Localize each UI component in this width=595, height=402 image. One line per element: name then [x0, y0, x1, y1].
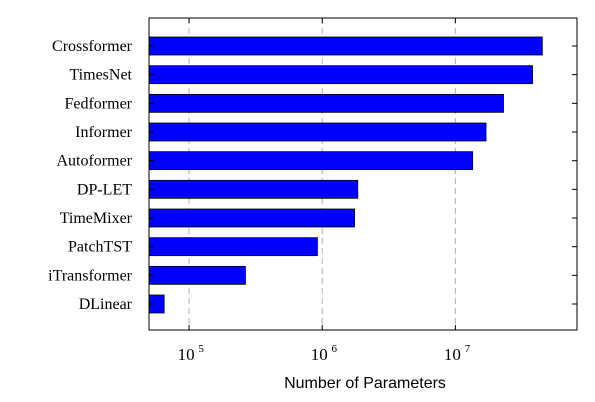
x-axis-title: Number of Parameters	[284, 375, 446, 392]
category-label: iTransformer	[48, 267, 133, 284]
category-label: Autoformer	[56, 153, 132, 170]
bars-group	[148, 36, 543, 314]
bar	[148, 265, 246, 285]
category-label: Fedformer	[64, 95, 132, 112]
bar	[148, 65, 533, 85]
bar	[148, 93, 504, 113]
plot-frame	[148, 17, 578, 331]
x-tick-label: 10	[444, 345, 461, 364]
bar	[148, 36, 543, 56]
y-ticks-group	[149, 45, 577, 305]
category-label: TimesNet	[69, 67, 132, 84]
category-label: PatchTST	[68, 239, 132, 256]
bar	[148, 179, 359, 199]
bar	[148, 237, 318, 257]
x-tick-label: 10	[311, 345, 328, 364]
category-label: Informer	[75, 124, 133, 141]
category-label: TimeMixer	[60, 210, 133, 227]
category-labels-group: Crossformer TimesNet Fedformer Informer Auto…	[48, 38, 133, 313]
x-ticks-group: 10 5 10 6 10 7	[178, 18, 471, 364]
category-label: DP-LET	[77, 181, 132, 198]
x-tick-exponent: 7	[465, 343, 471, 355]
bar	[148, 122, 487, 142]
category-label: Crossformer	[52, 38, 133, 55]
bar	[148, 208, 355, 228]
bar	[148, 151, 474, 171]
category-label: DLinear	[79, 296, 133, 313]
x-tick-label: 10	[178, 345, 195, 364]
x-tick-exponent: 5	[198, 343, 204, 355]
x-tick-exponent: 6	[331, 343, 337, 355]
